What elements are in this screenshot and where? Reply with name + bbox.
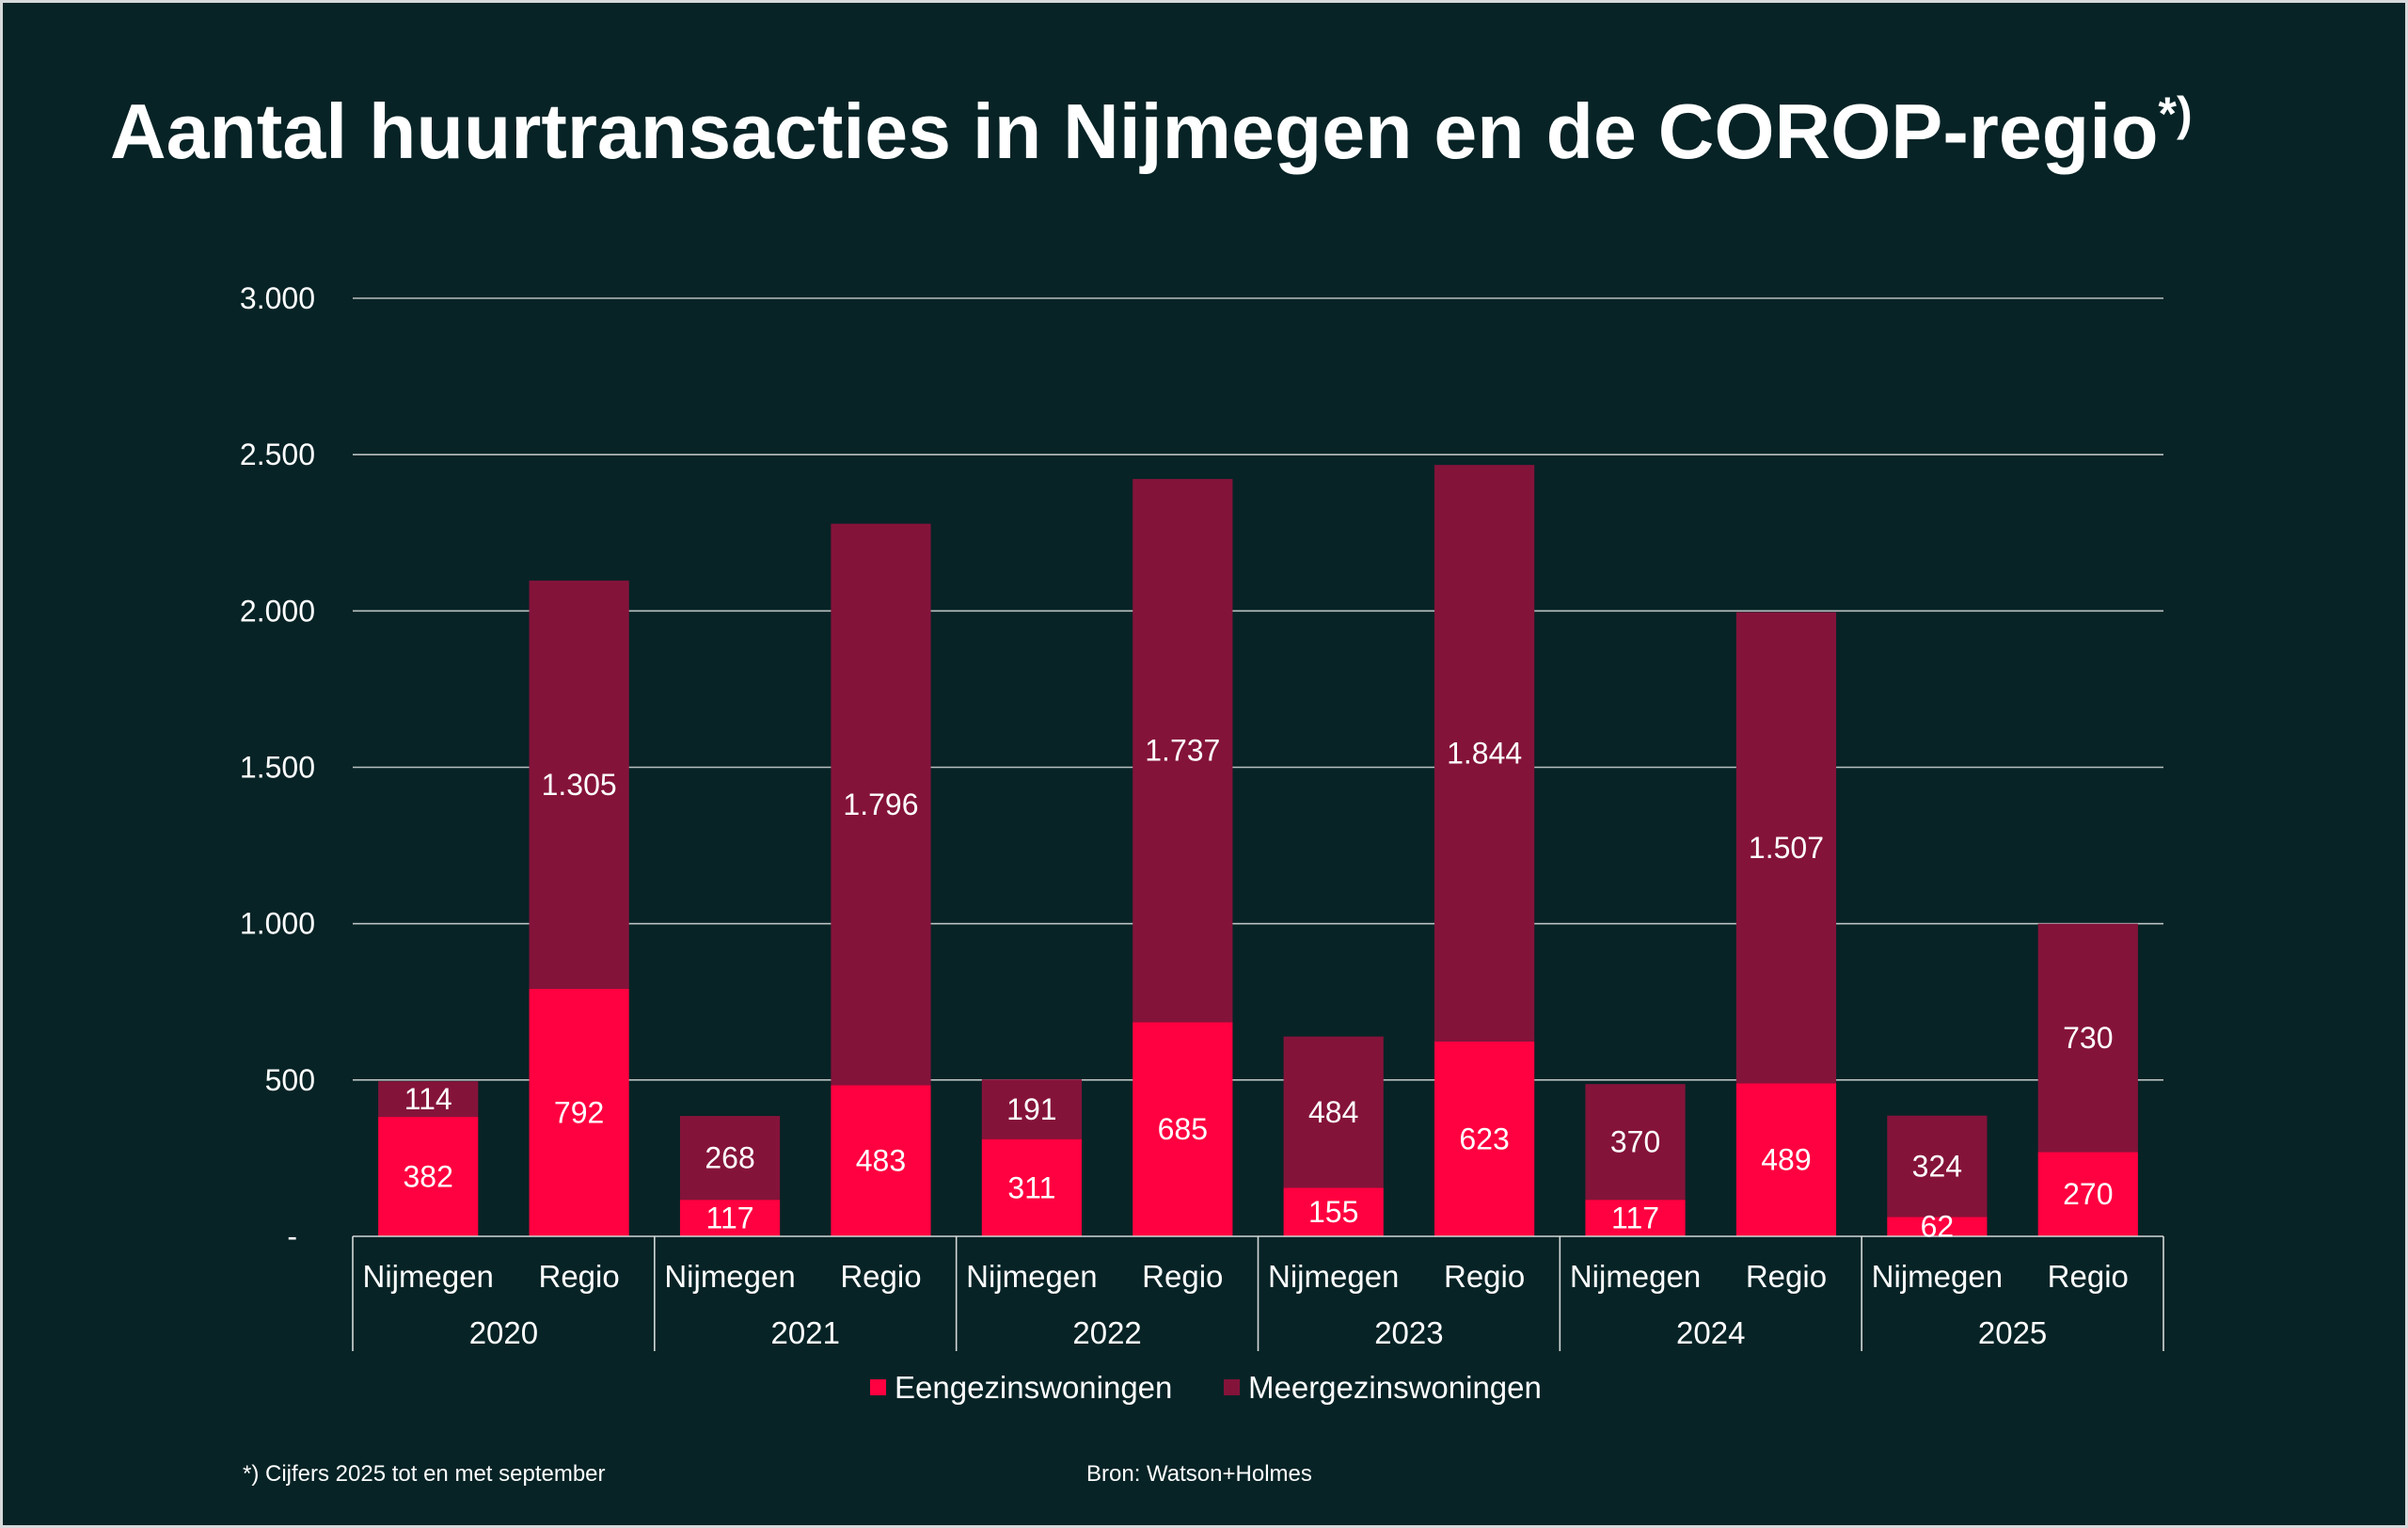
- bar-eengezinswoningen: [1585, 1200, 1686, 1236]
- bars: [378, 465, 2138, 1236]
- x-category-label: Regio: [1444, 1259, 1525, 1294]
- bar-meergezinswoningen: [1283, 1036, 1384, 1188]
- x-group-label: 2024: [1676, 1315, 1745, 1350]
- bar-eengezinswoningen: [981, 1138, 1082, 1236]
- y-gridlines: [353, 297, 2163, 1081]
- y-tick-label: -: [287, 1219, 297, 1253]
- x-category-label: Nijmegen: [1872, 1259, 2003, 1294]
- x-category-labels: Nijmegen Regio Nijmegen Regio Nijmegen Regio N…: [363, 1259, 2129, 1294]
- bar-meergezinswoningen: [529, 581, 629, 989]
- bar-value-label-meergezinswoningen: 1.796: [843, 788, 918, 821]
- chart-source: Bron: Watson+Holmes: [1086, 1461, 1312, 1487]
- x-category-label: Regio: [1142, 1259, 1223, 1294]
- bar-value-label-eengezinswoningen: 483: [856, 1144, 906, 1178]
- bar-value-label-eengezinswoningen: 270: [2063, 1177, 2113, 1211]
- x-group-label: 2025: [1978, 1315, 2047, 1350]
- chart-title: Aantal huurtransacties in Nijmegen en de…: [110, 88, 2193, 175]
- bar-value-label-eengezinswoningen: 62: [1921, 1210, 1955, 1244]
- legend-swatch-meergezinswoningen: [1224, 1379, 1240, 1395]
- bar-value-label-eengezinswoningen: 489: [1761, 1143, 1811, 1177]
- y-tick-labels: - 500 1.000 1.500 2.000 2.500 3.000: [240, 281, 315, 1253]
- x-group-labels: 2020 2021 2022 2023 2024 2025: [469, 1315, 2048, 1350]
- x-category-label: Nijmegen: [966, 1259, 1097, 1294]
- x-axis: [352, 1235, 2164, 1351]
- x-category-label: Nijmegen: [363, 1259, 494, 1294]
- bar-meergezinswoningen: [1585, 1084, 1686, 1201]
- x-category-label: Regio: [2048, 1259, 2129, 1294]
- x-group-label: 2021: [771, 1315, 840, 1350]
- bar-value-label-eengezinswoningen: 792: [554, 1095, 604, 1129]
- bar-meergezinswoningen: [2037, 923, 2138, 1153]
- chart-title-text: Aantal huurtransacties in Nijmegen en de…: [110, 88, 2159, 175]
- legend-label-eengezinswoningen: Eengezinswoningen: [895, 1370, 1172, 1405]
- bar-value-label-meergezinswoningen: 484: [1308, 1095, 1358, 1129]
- bar-meergezinswoningen: [679, 1116, 781, 1201]
- bar-meergezinswoningen: [1434, 465, 1535, 1042]
- bar-eengezinswoningen: [1434, 1041, 1535, 1236]
- bar-value-label-meergezinswoningen: 191: [1006, 1092, 1056, 1126]
- y-tick-label: 2.500: [240, 438, 315, 471]
- bar-eengezinswoningen: [1283, 1187, 1384, 1236]
- legend-item-eengezinswoningen: Eengezinswoningen: [870, 1370, 1172, 1405]
- legend: Eengezinswoningen Meergezinswoningen: [870, 1370, 1542, 1405]
- y-tick-label: 500: [265, 1063, 315, 1097]
- bar-meergezinswoningen: [1735, 612, 1837, 1084]
- y-tick-label: 3.000: [240, 281, 315, 315]
- y-tick-label: 2.000: [240, 594, 315, 628]
- x-group-label: 2020: [469, 1315, 538, 1350]
- y-tick-label: 1.000: [240, 907, 315, 941]
- bar-value-label-eengezinswoningen: 117: [706, 1202, 754, 1235]
- bar-value-labels: 382 114 792 1.305 117 268 483 1.796 311 191 685 1.7…: [404, 734, 2114, 1244]
- bar-meergezinswoningen: [378, 1081, 479, 1118]
- x-category-label: Regio: [1746, 1259, 1827, 1294]
- x-group-label: 2023: [1374, 1315, 1443, 1350]
- x-group-label: 2022: [1072, 1315, 1141, 1350]
- legend-swatch-eengezinswoningen: [870, 1379, 886, 1395]
- bar-eengezinswoningen: [529, 988, 629, 1236]
- y-tick-label: 1.500: [240, 751, 315, 785]
- bar-eengezinswoningen: [679, 1200, 781, 1236]
- bar-value-label-eengezinswoningen: 685: [1158, 1112, 1208, 1146]
- bar-value-label-meergezinswoningen: 1.305: [542, 768, 617, 802]
- bar-meergezinswoningen: [981, 1079, 1082, 1139]
- bar-value-label-meergezinswoningen: 114: [404, 1082, 452, 1116]
- legend-item-meergezinswoningen: Meergezinswoningen: [1224, 1370, 1542, 1405]
- bar-value-label-meergezinswoningen: 1.737: [1145, 734, 1220, 768]
- bar-eengezinswoningen: [378, 1117, 479, 1236]
- bar-meergezinswoningen: [1887, 1115, 1988, 1218]
- bar-value-label-eengezinswoningen: 155: [1308, 1195, 1358, 1229]
- bar-value-label-meergezinswoningen: 324: [1912, 1150, 1962, 1184]
- bar-meergezinswoningen: [1133, 479, 1233, 1023]
- x-category-label: Regio: [840, 1259, 921, 1294]
- x-category-label: Nijmegen: [1570, 1259, 1701, 1294]
- bar-value-label-meergezinswoningen: 268: [705, 1141, 754, 1175]
- legend-label-meergezinswoningen: Meergezinswoningen: [1248, 1370, 1542, 1405]
- bar-eengezinswoningen: [1133, 1022, 1233, 1236]
- x-category-label: Regio: [539, 1259, 620, 1294]
- chart-footnote: *) Cijfers 2025 tot en met september: [243, 1461, 606, 1487]
- bar-value-label-eengezinswoningen: 117: [1611, 1202, 1659, 1235]
- x-category-label: Nijmegen: [1268, 1259, 1399, 1294]
- chart-title-footnote-marker: *): [2159, 88, 2193, 140]
- bar-meergezinswoningen: [831, 523, 931, 1086]
- bar-eengezinswoningen: [831, 1085, 931, 1236]
- bar-eengezinswoningen: [1887, 1217, 1988, 1236]
- bar-value-label-eengezinswoningen: 311: [1007, 1170, 1055, 1204]
- bar-eengezinswoningen: [2037, 1152, 2138, 1236]
- bar-value-label-eengezinswoningen: 623: [1459, 1122, 1509, 1155]
- bar-value-label-meergezinswoningen: 730: [2063, 1021, 2113, 1055]
- x-category-label: Nijmegen: [664, 1259, 795, 1294]
- bar-value-label-meergezinswoningen: 1.507: [1749, 831, 1824, 865]
- bar-value-label-meergezinswoningen: 370: [1610, 1125, 1660, 1159]
- bar-value-label-meergezinswoningen: 1.844: [1447, 737, 1522, 771]
- bar-value-label-eengezinswoningen: 382: [404, 1160, 453, 1194]
- bar-eengezinswoningen: [1735, 1083, 1837, 1236]
